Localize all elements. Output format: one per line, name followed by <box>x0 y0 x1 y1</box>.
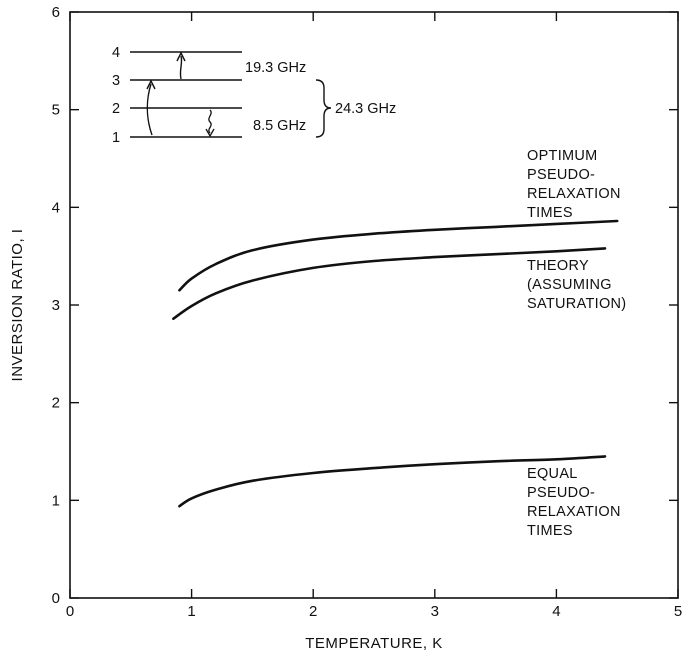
curve-label-equal-line-3: RELAXATION <box>527 504 621 520</box>
transition-3-4-arrow <box>179 55 183 80</box>
transition-1-3-arrow <box>146 83 153 136</box>
curve-label-equal-line-2: PSEUDO- <box>527 485 595 501</box>
curve-label-optimum: OPTIMUM PSEUDO- RELAXATION TIMES <box>527 148 625 221</box>
x-tick-label: 1 <box>187 603 195 620</box>
x-tick-label: 0 <box>66 603 74 620</box>
y-tick-label: 0 <box>52 590 60 607</box>
curve-label-equal-line-1: EQUAL <box>527 466 577 482</box>
energy-level-2-label: 2 <box>112 101 120 117</box>
curve-label-optimum-line-4: TIMES <box>527 205 573 221</box>
energy-level-4-label: 4 <box>112 45 120 61</box>
transition-2-1-arrowhead <box>205 128 215 138</box>
equal-curve <box>178 455 607 508</box>
energy-level-3-label: 3 <box>112 73 120 89</box>
y-tick-label: 2 <box>52 395 60 412</box>
y-tick-label: 1 <box>52 492 60 509</box>
x-tick-label: 2 <box>309 603 317 620</box>
y-axis-title: INVERSION RATIO, I <box>9 229 26 382</box>
y-tick-label: 6 <box>52 4 60 21</box>
data-curves <box>172 219 619 508</box>
transition-3-4-arrowhead <box>176 51 186 62</box>
transition-2-1-wavy-arrow <box>208 109 212 134</box>
transition-8-5-ghz-label: 8.5 GHz <box>253 118 306 134</box>
transition-19-3-ghz-label: 19.3 GHz <box>245 60 306 76</box>
energy-level-1-label: 1 <box>112 130 120 146</box>
curve-label-theory-line-2: (ASSUMING <box>527 277 612 293</box>
transition-1-3-arrowhead <box>146 79 156 90</box>
curve-label-theory-line-1: THEORY <box>527 258 589 274</box>
optimum-curve <box>178 219 619 292</box>
curve-label-equal: EQUAL PSEUDO- RELAXATION TIMES <box>527 466 625 539</box>
y-tick-label: 5 <box>52 102 60 119</box>
axis-ticks: 0 1 2 3 4 5 0 1 2 3 4 5 6 <box>52 4 683 620</box>
x-tick-label: 4 <box>552 603 560 620</box>
curve-label-optimum-line-2: PSEUDO- <box>527 167 595 183</box>
x-tick-label: 5 <box>674 603 682 620</box>
theory-curve <box>172 247 607 320</box>
y-tick-label: 4 <box>52 199 60 216</box>
x-axis-title: TEMPERATURE, K <box>305 635 443 652</box>
x-tick-label: 3 <box>431 603 439 620</box>
curve-label-optimum-line-3: RELAXATION <box>527 186 621 202</box>
curve-label-optimum-line-1: OPTIMUM <box>527 148 598 164</box>
y-tick-label: 3 <box>52 297 60 314</box>
energy-level-diagram: 4 3 2 1 19.3 GHz 8.5 GHz 24.3 GHz <box>112 45 396 146</box>
curve-label-equal-line-4: TIMES <box>527 523 573 539</box>
curve-label-theory-line-3: SATURATION) <box>527 296 626 312</box>
transition-24-3-ghz-label: 24.3 GHz <box>335 101 396 117</box>
curve-label-theory: THEORY (ASSUMING SATURATION) <box>527 258 626 312</box>
curly-brace <box>315 79 332 138</box>
